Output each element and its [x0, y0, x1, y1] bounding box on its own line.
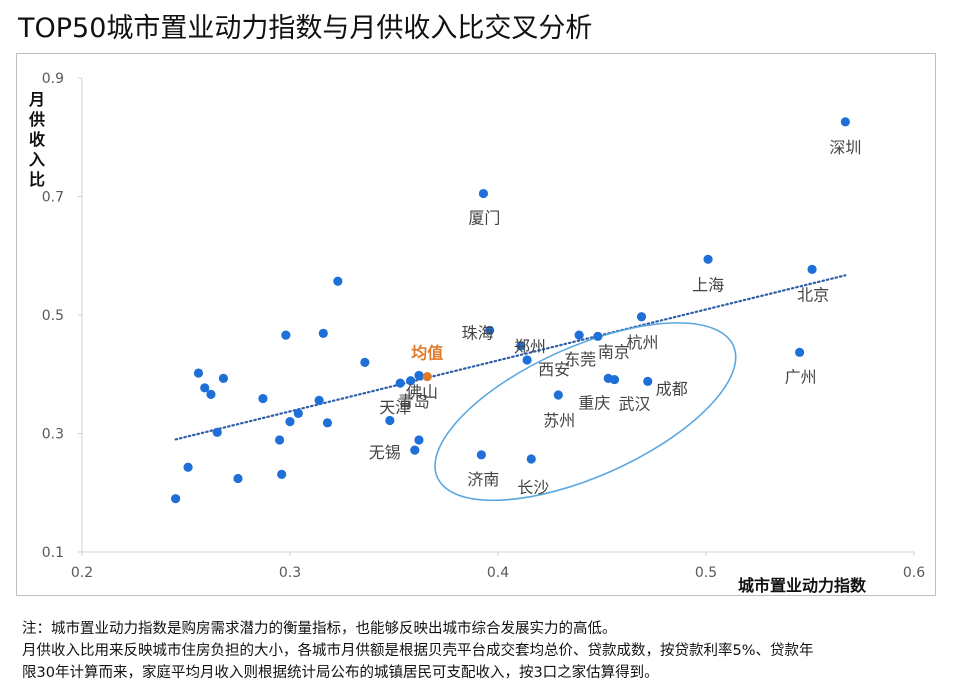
axes: 0.1 0.3 0.5 0.7 0.9 0.2 0.3 0.4 0.5 0.6 [42, 71, 925, 581]
data-point [277, 469, 287, 479]
data-point [233, 473, 243, 484]
y-axis-label-char: 收 [28, 130, 45, 149]
data-point [385, 415, 395, 426]
data-point [200, 383, 210, 393]
average-label: 均值 [411, 344, 443, 363]
highlight-ellipse-shape [434, 322, 737, 502]
y-tick-label: 0.5 [42, 308, 64, 324]
data-point [522, 355, 532, 365]
data-point [485, 325, 495, 336]
point-label: 珠海 [462, 323, 494, 342]
x-tick-label: 0.6 [903, 565, 925, 581]
y-tick-label: 0.9 [42, 71, 64, 87]
data-point [574, 330, 584, 340]
data-point [414, 435, 424, 445]
data-point [414, 370, 424, 381]
point-label: 郑州 [514, 337, 546, 356]
data-point [840, 117, 850, 127]
data-point [206, 389, 216, 399]
data-point [285, 417, 295, 427]
point-label: 无锡 [369, 443, 401, 462]
data-point [593, 331, 603, 341]
trend-line [174, 274, 847, 441]
data-point [212, 427, 222, 437]
point-label: 杭州 [627, 333, 659, 352]
point-label: 深圳 [829, 138, 861, 157]
x-tick-label: 0.2 [71, 565, 93, 581]
point-label: 东莞 [564, 350, 596, 369]
data-point [410, 445, 420, 455]
y-tick-label: 0.1 [42, 545, 64, 561]
data-point [406, 376, 416, 386]
data-point [293, 408, 303, 418]
y-axis-label-char: 月 [28, 90, 45, 109]
point-label: 北京 [797, 285, 829, 304]
y-tick-label: 0.7 [42, 190, 64, 206]
data-point [333, 276, 343, 286]
y-axis-label-char: 入 [28, 150, 45, 169]
point-label: 上海 [692, 275, 724, 294]
chart-frame [16, 53, 936, 596]
point-label: 南京 [598, 342, 630, 361]
data-point [322, 418, 333, 428]
data-point [193, 368, 204, 378]
x-tick-label: 0.5 [695, 565, 717, 581]
data-point [476, 450, 486, 460]
footnote-line: 月供收入比用来反映城市住房负担的大小，各城市月供额是根据贝壳平台成交套均总价、贷… [22, 643, 814, 659]
data-point [395, 378, 405, 388]
point-label: 厦门 [468, 209, 500, 228]
y-axis-label-char: 供 [28, 110, 45, 129]
data-point [553, 390, 563, 400]
trend-line-path [174, 274, 847, 441]
data-point [360, 357, 370, 367]
data-point [703, 254, 713, 264]
x-axis-label: 城市置业动力指数 [738, 576, 867, 595]
x-tick-label: 0.4 [487, 565, 509, 581]
point-label: 重庆 [578, 393, 610, 412]
point-label: 青岛 [398, 392, 430, 411]
data-point [281, 330, 291, 340]
data-point [218, 373, 229, 383]
average-point [422, 372, 432, 382]
page-title: TOP50城市置业动力指数与月供收入比交叉分析 [18, 13, 593, 44]
data-point [516, 341, 526, 351]
point-label: 成都 [656, 379, 688, 398]
data-point [171, 494, 181, 504]
y-axis-label: 月供收入比 [26, 90, 48, 190]
data-points [171, 117, 850, 504]
highlight-ellipse [434, 322, 737, 502]
point-label: 广州 [785, 367, 817, 386]
data-point [526, 454, 536, 464]
point-label: 天津 [379, 398, 411, 417]
data-point [183, 462, 193, 472]
data-point [478, 188, 489, 199]
data-point [636, 312, 647, 322]
data-point [795, 347, 805, 357]
data-point [258, 393, 268, 404]
data-point [609, 374, 620, 385]
footnote-line: 限30年计算而来，家庭平均月收入则根据统计局公布的城镇居民可支配收入，按3口之家… [22, 665, 659, 681]
data-point [314, 395, 324, 405]
point-label: 济南 [467, 470, 499, 489]
point-label: 长沙 [517, 478, 549, 497]
data-point [807, 264, 817, 274]
point-label: 武汉 [618, 395, 650, 414]
footnote-line: 注：城市置业动力指数是购房需求潜力的衡量指标，也能够反映出城市综合发展实力的高低… [22, 621, 617, 637]
y-axis-label-char: 比 [28, 170, 45, 189]
data-point [643, 376, 653, 386]
x-tick-label: 0.3 [279, 565, 301, 581]
data-point [318, 328, 328, 338]
y-tick-label: 0.3 [42, 427, 64, 443]
point-label: 佛山 [406, 382, 438, 401]
point-label: 苏州 [543, 411, 575, 430]
data-point [275, 435, 285, 445]
point-label: 西安 [538, 360, 570, 379]
